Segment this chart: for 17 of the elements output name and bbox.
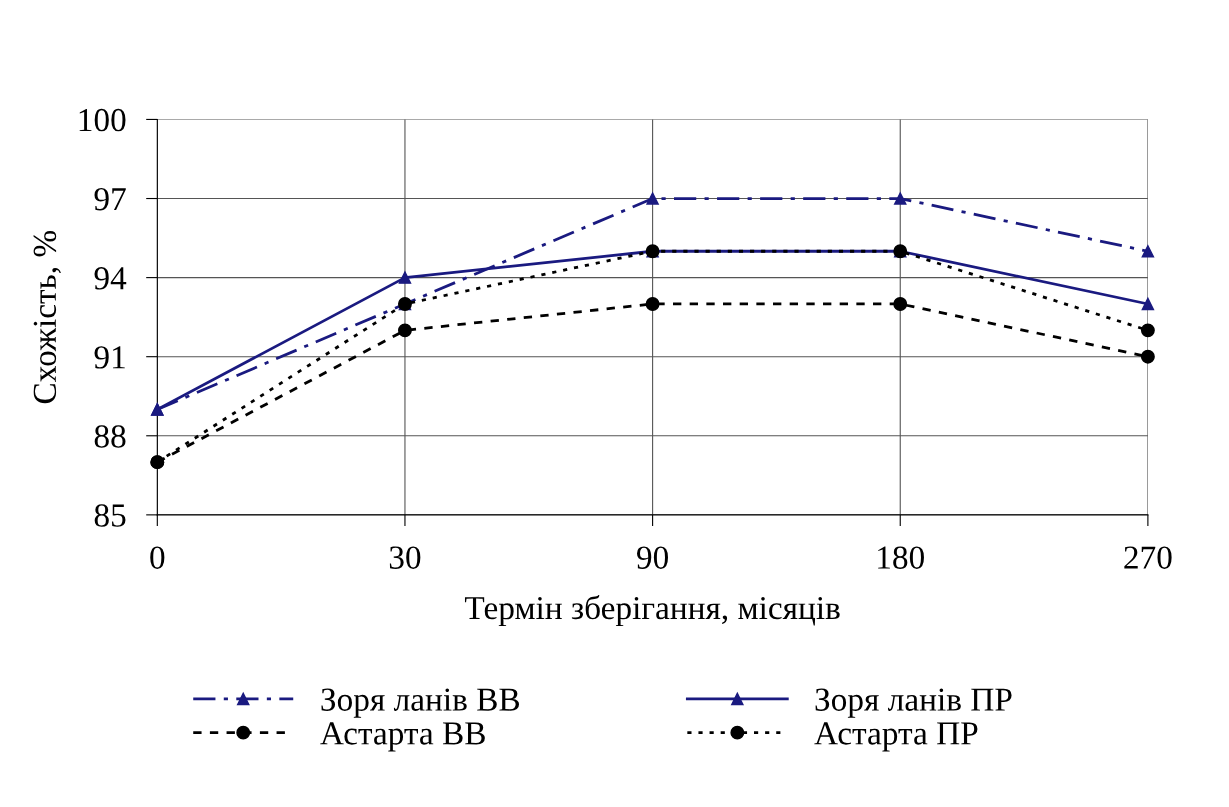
y-tick-label: 100 [79,108,126,132]
legend-label: Астарта ВВ [320,722,485,752]
legend-label: Астарта ПР [814,722,978,752]
y-axis-title: Схожість, % [33,230,61,404]
y-tick-label: 97 [94,188,126,211]
x-axis-title: Термін зберігання, місяців [464,595,840,627]
x-tick-label: 270 [1124,546,1172,569]
x-tick-label: 0 [150,546,165,569]
legend-label: Зоря ланів ПР [815,688,1012,718]
x-tick-label: 30 [389,546,421,569]
x-tick-label: 180 [878,546,924,569]
y-tick-label: 85 [94,504,126,527]
y-tick-label: 94 [94,267,127,290]
x-tick-label: 90 [637,546,668,569]
y-tick-label: 91 [94,346,125,369]
legend-label: Зоря ланів ВВ [321,688,520,718]
y-tick-label: 88 [94,425,126,448]
